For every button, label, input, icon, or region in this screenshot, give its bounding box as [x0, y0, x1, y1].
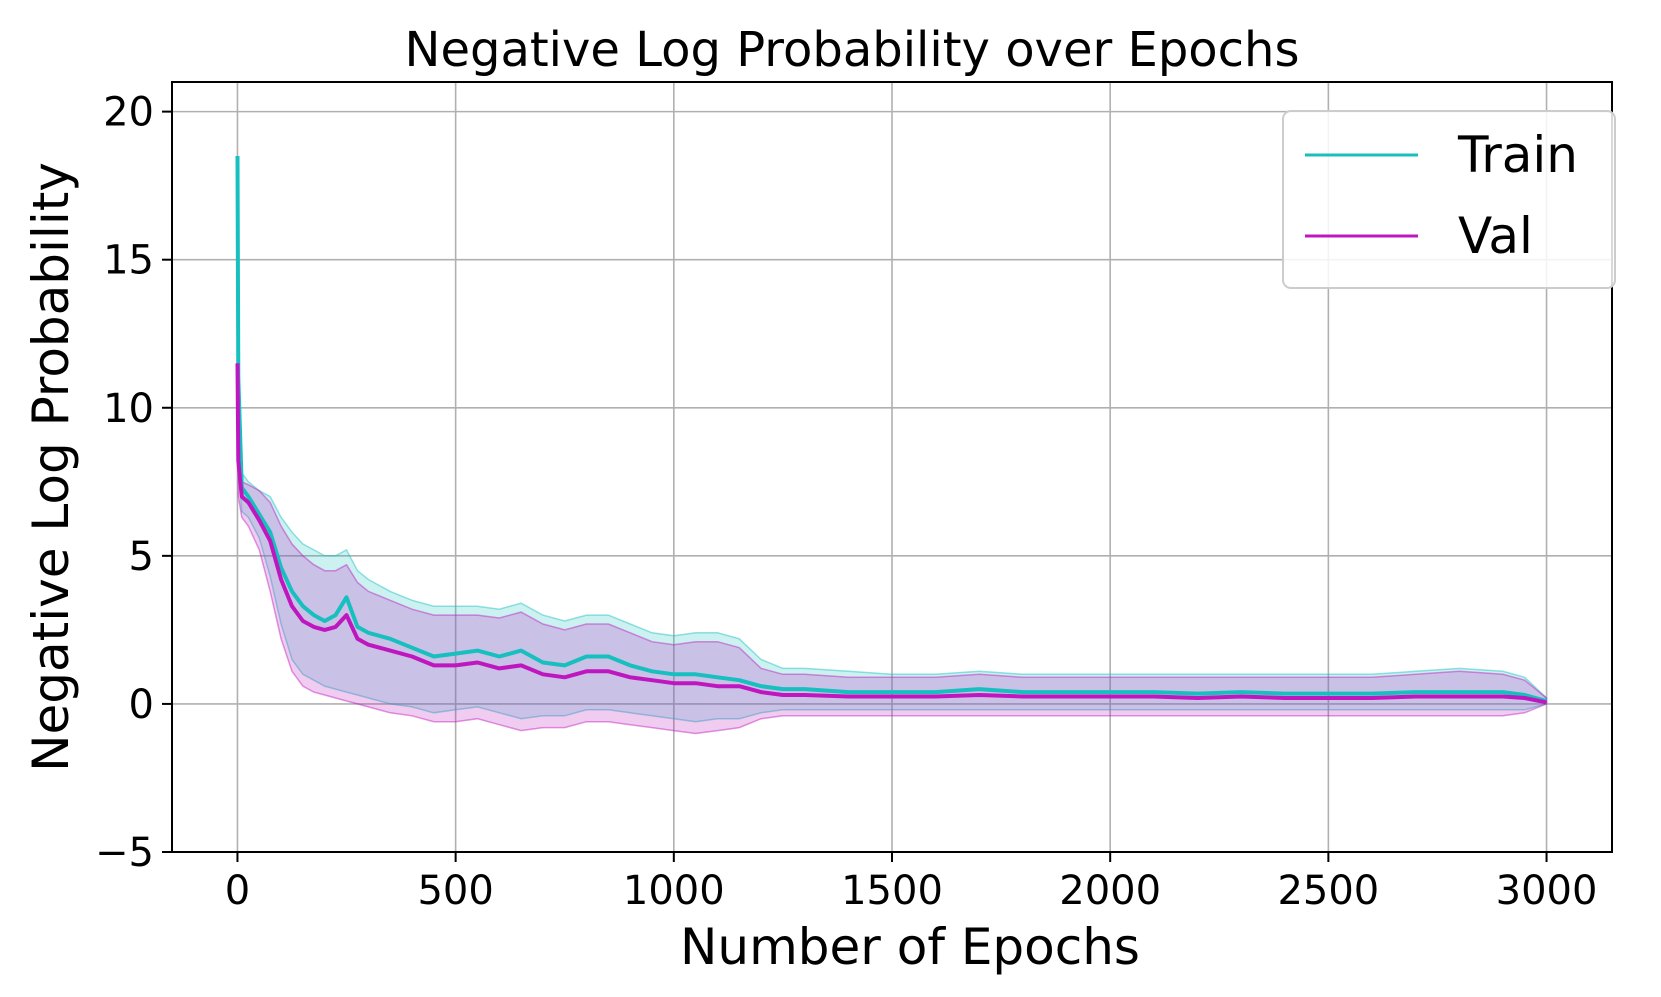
y-tick-label: 5 — [129, 534, 154, 580]
x-tick-label: 2500 — [1277, 868, 1379, 914]
y-axis: −5 0 5 10 15 20 — [95, 90, 172, 876]
y-tick-label: 0 — [129, 682, 154, 728]
x-tick-label: 3000 — [1496, 868, 1598, 914]
x-axis: 0 500 1000 1500 2000 2500 3000 — [225, 852, 1598, 914]
x-tick-label: 500 — [417, 868, 493, 914]
series-layer — [235, 155, 1548, 705]
legend-label-train: Train — [1457, 126, 1578, 184]
series-line-val — [235, 363, 1547, 705]
y-tick-label: −5 — [95, 830, 154, 876]
legend-label-val: Val — [1458, 207, 1533, 265]
x-tick-label: 0 — [225, 868, 250, 914]
band-train — [236, 155, 1548, 723]
legend: Train Val — [1282, 110, 1616, 289]
y-tick-label: 20 — [103, 90, 154, 136]
y-tick-label: 15 — [103, 238, 154, 284]
x-tick-label: 1000 — [623, 868, 725, 914]
y-tick-label: 10 — [103, 386, 154, 432]
chart-title: Negative Log Probability over Epochs — [405, 22, 1300, 78]
x-tick-label: 1500 — [841, 868, 943, 914]
series-line-train — [235, 155, 1548, 703]
x-tick-label: 2000 — [1059, 868, 1161, 914]
y-axis-label: Negative Log Probability — [22, 162, 80, 772]
x-axis-label: Number of Epochs — [680, 918, 1140, 976]
